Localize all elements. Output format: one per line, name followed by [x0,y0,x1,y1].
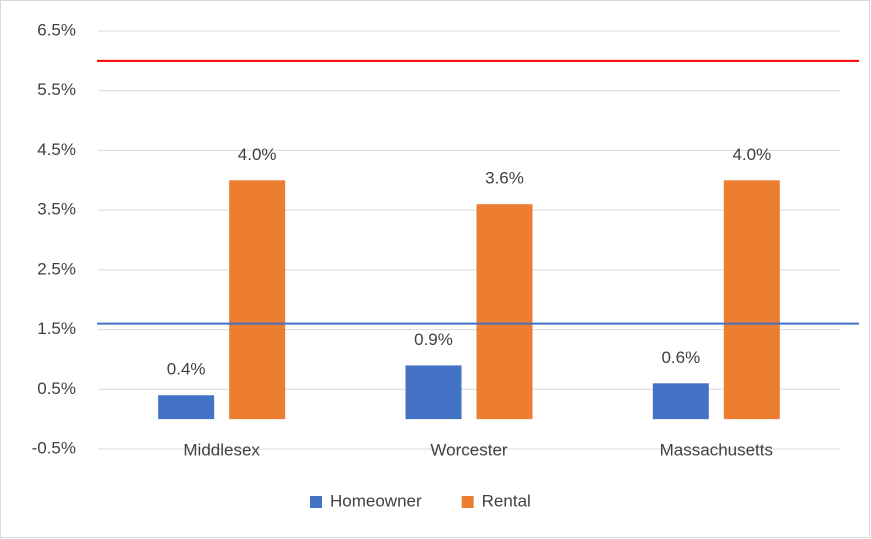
y-tick-label: 2.5% [37,259,76,278]
x-tick-label: Worcester [430,440,507,459]
data-label: 3.6% [485,169,524,188]
bar [723,180,780,420]
bar [652,383,709,420]
y-tick-label: 5.5% [37,80,76,99]
x-tick-label: Middlesex [183,440,260,459]
bar [405,365,462,420]
bar [158,395,215,420]
y-tick-label: 1.5% [37,319,76,338]
data-label: 0.4% [167,360,206,379]
legend-swatch [461,496,474,508]
data-label: 4.0% [732,145,771,164]
data-label: 0.9% [414,330,453,349]
legend-label: Homeowner [330,491,422,510]
data-label: 4.0% [238,145,277,164]
y-tick-label: -0.5% [32,438,76,457]
y-tick-label: 0.5% [37,379,76,398]
y-tick-label: 6.5% [37,20,76,39]
legend-swatch [310,496,322,508]
bar [476,204,533,420]
y-tick-label: 3.5% [37,200,76,219]
data-label: 0.6% [661,348,700,367]
x-tick-label: Massachusetts [660,440,773,459]
y-tick-label: 4.5% [37,140,76,159]
bar [229,180,286,420]
legend-label: Rental [482,491,531,510]
